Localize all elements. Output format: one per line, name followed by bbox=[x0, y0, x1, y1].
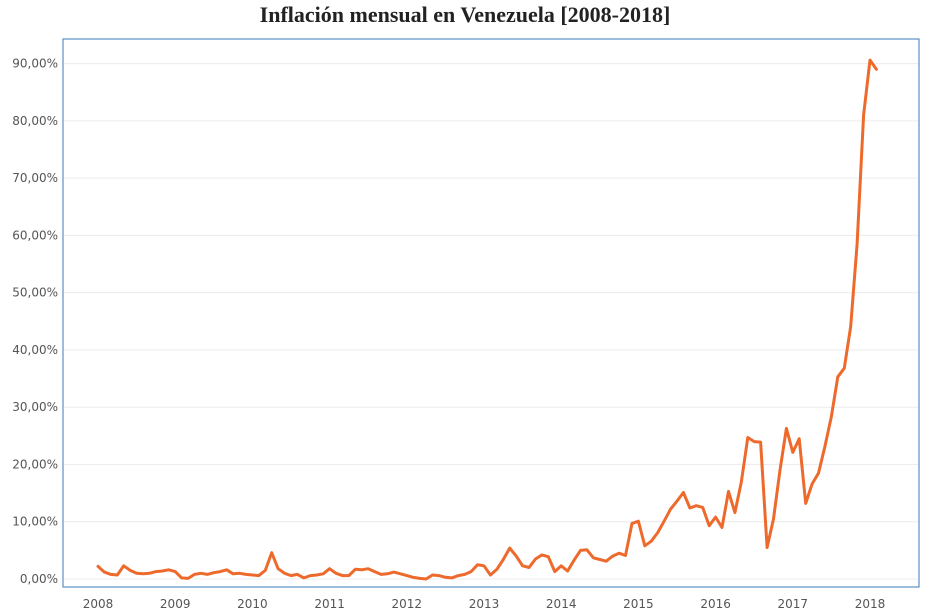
chart-title: Inflación mensual en Venezuela [2008-201… bbox=[259, 2, 671, 27]
y-tick-label: 70,00% bbox=[12, 171, 58, 185]
y-tick-label: 80,00% bbox=[12, 114, 58, 128]
x-tick-label: 2008 bbox=[83, 597, 114, 611]
x-axis-ticks: 2008 2009 2010 2011 2012 2013 2014 2015 2016 2017… bbox=[83, 597, 886, 611]
y-tick-label: 20,00% bbox=[12, 457, 58, 471]
x-tick-label: 2009 bbox=[160, 597, 191, 611]
y-tick-label: 50,00% bbox=[12, 286, 58, 300]
y-tick-label: 0,00% bbox=[20, 572, 58, 586]
x-tick-label: 2016 bbox=[700, 597, 731, 611]
x-tick-label: 2017 bbox=[778, 597, 809, 611]
x-tick-label: 2015 bbox=[623, 597, 654, 611]
x-tick-label: 2010 bbox=[237, 597, 268, 611]
x-tick-label: 2018 bbox=[855, 597, 886, 611]
x-tick-label: 2011 bbox=[314, 597, 345, 611]
x-tick-label: 2012 bbox=[392, 597, 423, 611]
gridlines bbox=[64, 63, 918, 580]
y-tick-label: 10,00% bbox=[12, 515, 58, 529]
plot-frame bbox=[62, 38, 920, 588]
y-tick-label: 40,00% bbox=[12, 343, 58, 357]
y-axis-ticks: 0,00% 10,00% 20,00% 30,00% 40,00% 50,00% 60,00… bbox=[12, 57, 58, 586]
inflation-series-line bbox=[96, 58, 878, 581]
y-tick-label: 90,00% bbox=[12, 57, 58, 71]
x-tick-label: 2013 bbox=[469, 597, 500, 611]
y-tick-label: 30,00% bbox=[12, 400, 58, 414]
x-tick-label: 2014 bbox=[546, 597, 577, 611]
y-tick-label: 60,00% bbox=[12, 228, 58, 242]
